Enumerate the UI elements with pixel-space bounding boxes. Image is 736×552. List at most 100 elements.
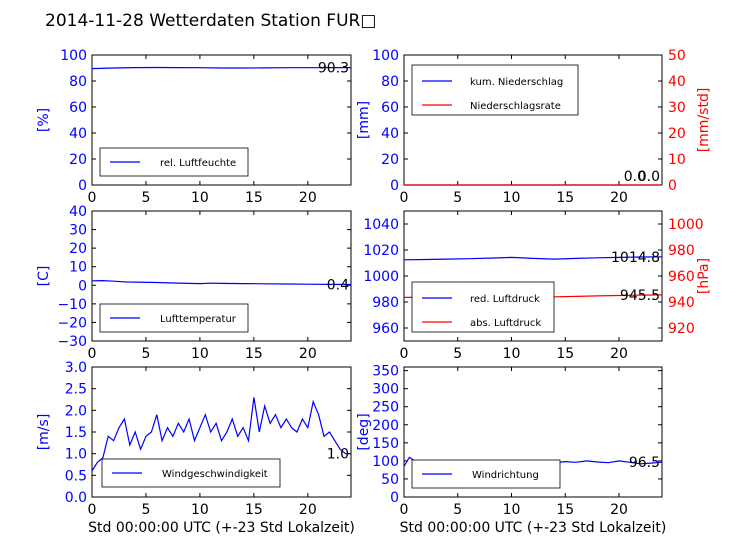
series-line	[91, 66, 351, 70]
x-axis-label: Std 00:00:00 UTC (+-23 Std Lokalzeit)	[88, 520, 355, 536]
y2-tick-label: 20	[668, 126, 686, 142]
x-tick-label: 15	[245, 190, 263, 206]
y-tick-label: 0.5	[65, 468, 87, 484]
y-tick-label: 100	[372, 48, 399, 64]
y-tick-label: 80	[381, 74, 399, 90]
x-tick-label: 0	[400, 346, 409, 362]
x-tick-label: 20	[610, 346, 628, 362]
y-tick-label: 20	[69, 241, 87, 257]
series-line	[403, 256, 663, 261]
panel-windspeed: 0 5 10 15 20 0.0 0.5 1.0 1.5 2.0 2.5 3.0 [m/s] Std 00…	[36, 360, 355, 536]
y-tick-label: 60	[381, 100, 399, 116]
y2-axis-label: [hPa]	[696, 258, 712, 294]
panel-humidity: 0 5 10 15 20 0 20 40 60 80 100 [%] rel. Luftfeuchte 9…	[36, 48, 352, 206]
legend-label: abs. Luftdruck	[470, 318, 541, 329]
panel-temperature: 0 5 10 15 20 −30 −20 −10 0 10 20 30 40 [C] Lufttempera…	[36, 204, 352, 362]
y-tick-label: 350	[372, 364, 399, 380]
y-tick-label: 250	[372, 400, 399, 416]
x-tick-label: 10	[191, 346, 209, 362]
legend-label: kum. Niederschlag	[470, 77, 563, 88]
legend-box	[411, 281, 555, 333]
x-tick-label: 10	[191, 502, 209, 518]
legend-label: rel. Luftfeuchte	[160, 158, 236, 169]
y-tick-label: 1.5	[65, 425, 87, 441]
y-tick-label: 40	[69, 204, 87, 220]
y-tick-label: 20	[69, 152, 87, 168]
x-tick-label: 5	[141, 346, 150, 362]
y-tick-label: 300	[372, 382, 399, 398]
last-value-label-2: 0.0	[624, 169, 646, 185]
y-tick-label: 100	[372, 454, 399, 470]
y2-tick-label: 50	[668, 48, 686, 64]
x-tick-label: 15	[556, 502, 574, 518]
x-tick-label: 20	[299, 502, 317, 518]
x-tick-label: 10	[503, 346, 521, 362]
y-tick-label: 1000	[363, 269, 399, 285]
y2-tick-label: 0	[668, 178, 677, 194]
y-tick-label: 80	[69, 74, 87, 90]
y2-tick-label: 10	[668, 152, 686, 168]
y-tick-label: 30	[69, 223, 87, 239]
legend-label: Niederschlagsrate	[470, 101, 561, 112]
y-tick-label: 2.5	[65, 382, 87, 398]
y-tick-label: 2.0	[65, 403, 87, 419]
y-tick-label: −30	[57, 334, 87, 350]
x-tick-label: 5	[453, 502, 462, 518]
y-tick-label: 20	[381, 152, 399, 168]
y-tick-label: 1.0	[65, 447, 87, 463]
y-tick-label: 980	[372, 295, 399, 311]
y-tick-label: 200	[372, 418, 399, 434]
y-tick-label: 0	[78, 278, 87, 294]
x-tick-label: 0	[88, 190, 97, 206]
x-tick-label: 20	[299, 346, 317, 362]
y-axis-label: [%]	[36, 108, 52, 132]
x-tick-label: 15	[245, 346, 263, 362]
y2-tick-label: 1000	[668, 217, 704, 233]
x-tick-label: 20	[299, 190, 317, 206]
y-axis-label: [m/s]	[36, 414, 52, 451]
last-value-label: 0.4	[327, 278, 349, 294]
series-line	[91, 397, 351, 472]
legend-box	[99, 147, 249, 177]
x-tick-label: 0	[400, 190, 409, 206]
y2-axis-label: [mm/std]	[696, 88, 712, 153]
last-value-label: 90.3	[318, 61, 349, 77]
series-line	[91, 279, 352, 286]
x-tick-label: 10	[503, 190, 521, 206]
y-tick-label: 60	[69, 100, 87, 116]
x-tick-label: 20	[610, 190, 628, 206]
last-value-label: 1014.8	[611, 250, 660, 266]
y-tick-label: 0	[390, 178, 399, 194]
x-tick-label: 0	[88, 502, 97, 518]
x-tick-label: 5	[453, 346, 462, 362]
y2-tick-label: 940	[668, 295, 695, 311]
y2-tick-label: 960	[668, 269, 695, 285]
x-tick-label: 5	[141, 190, 150, 206]
legend-box	[411, 64, 579, 116]
y2-tick-label: 920	[668, 321, 695, 337]
y-tick-label: 100	[60, 48, 87, 64]
y-tick-label: 50	[381, 472, 399, 488]
legend-label: Windrichtung	[472, 470, 539, 481]
last-value-label-2: 945.5	[620, 288, 660, 304]
last-value-label: 96.5	[629, 455, 660, 471]
x-tick-label: 15	[556, 190, 574, 206]
x-tick-label: 15	[245, 502, 263, 518]
x-tick-label: 15	[556, 346, 574, 362]
last-value-label: 0.0	[638, 169, 660, 185]
y-tick-label: −20	[57, 315, 87, 331]
x-tick-label: 0	[88, 346, 97, 362]
y2-tick-label: 40	[668, 74, 686, 90]
legend-label: Windgeschwindigkeit	[162, 469, 268, 480]
y-tick-label: 10	[69, 260, 87, 276]
x-tick-label: 20	[610, 502, 628, 518]
x-tick-label: 10	[503, 502, 521, 518]
x-axis-label: Std 00:00:00 UTC (+-23 Std Lokalzeit)	[400, 520, 667, 536]
y-tick-label: 40	[69, 126, 87, 142]
y-tick-label: 0	[390, 490, 399, 506]
y-tick-label: 3.0	[65, 360, 87, 376]
y-axis-label: [C]	[36, 266, 52, 287]
panel-precipitation: 0 5 10 15 20 0 20 40 60 80 100 0 10 20 30 40 50 [mm] [mm/s…	[356, 48, 712, 206]
